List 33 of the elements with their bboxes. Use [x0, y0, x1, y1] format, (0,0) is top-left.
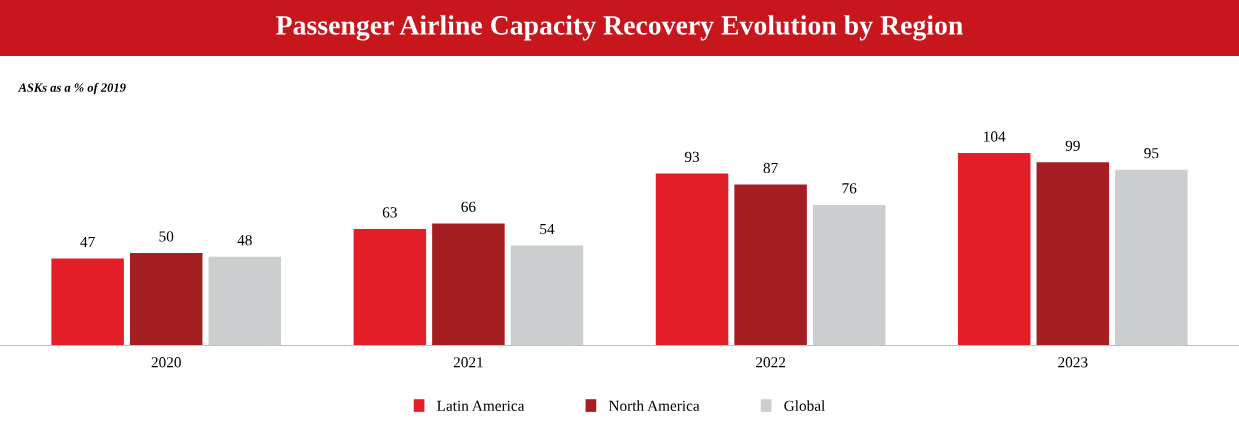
- data-label: 99: [1065, 140, 1080, 151]
- data-label: 93: [684, 151, 700, 163]
- chart-subtitle: ASKs as a % of 2019: [17, 82, 126, 95]
- data-label: 104: [984, 131, 1006, 142]
- bar: [51, 258, 124, 346]
- x-tick-label: 2020: [151, 357, 181, 368]
- bar: [655, 173, 729, 346]
- bar: [1036, 162, 1110, 346]
- x-tick-label: 2021: [453, 357, 483, 368]
- data-label: 76: [842, 183, 857, 194]
- chart-title: Passenger Airline Capacity Recovery Evolution by Region: [276, 15, 963, 41]
- data-label: 47: [80, 236, 95, 247]
- bar: [734, 184, 807, 346]
- data-label: 54: [540, 223, 555, 235]
- bar: [129, 253, 203, 346]
- bar: [208, 256, 282, 346]
- legend-label: North America: [608, 400, 700, 411]
- data-label: 50: [159, 231, 174, 242]
- x-tick-label: 2022: [755, 357, 786, 368]
- data-label: 87: [763, 162, 778, 174]
- x-tick-label: 2023: [1058, 357, 1088, 368]
- data-label: 95: [1144, 148, 1159, 159]
- bar: [957, 153, 1031, 346]
- data-label: 63: [382, 207, 397, 218]
- legend-label: Latin America: [437, 400, 525, 411]
- bar: [1115, 169, 1188, 346]
- legend-label: Global: [784, 400, 825, 411]
- bar: [812, 204, 886, 346]
- bar: [432, 223, 505, 346]
- data-label: 66: [461, 201, 476, 212]
- bar: [353, 228, 427, 346]
- bar: [510, 245, 584, 346]
- data-label: 48: [237, 234, 252, 246]
